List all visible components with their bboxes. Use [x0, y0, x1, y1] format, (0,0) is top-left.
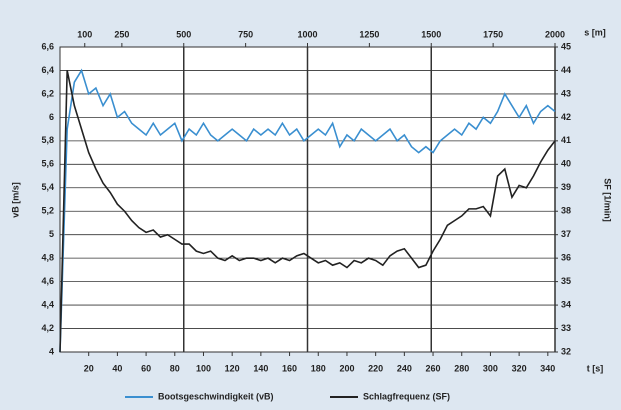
- x-axis-title: t [s]: [587, 363, 604, 373]
- legend-label: Bootsgeschwindigkeit (vB): [158, 391, 274, 401]
- x2-tick-label: 2000: [545, 29, 565, 39]
- y-axis-title: vB [m/s]: [10, 182, 20, 218]
- x-tick-label: 320: [512, 363, 527, 373]
- x-tick-label: 200: [339, 363, 354, 373]
- x-tick-label: 120: [225, 363, 240, 373]
- x-tick-label: 240: [397, 363, 412, 373]
- data-line: [59, 68, 556, 353]
- x2-tick-label: 750: [238, 29, 253, 39]
- x-tick-label: 180: [311, 363, 326, 373]
- x-tick-label: 100: [196, 363, 211, 373]
- y-tick-label: 6,2: [41, 88, 54, 98]
- x-tick-label: 60: [141, 363, 151, 373]
- x2-tick-label: 1750: [483, 29, 503, 39]
- x-tick-label: 80: [170, 363, 180, 373]
- x-tick-label: 280: [454, 363, 469, 373]
- y2-tick-label: 44: [561, 65, 571, 75]
- x2-axis-title: s [m]: [584, 27, 606, 37]
- x-tick-label: 220: [368, 363, 383, 373]
- x-tick-label: 160: [282, 363, 297, 373]
- y2-tick-label: 39: [561, 182, 571, 192]
- legend-label: Schlagfrequenz (SF): [363, 391, 450, 401]
- y2-tick-label: 38: [561, 206, 571, 216]
- y-tick-label: 5,4: [41, 182, 54, 192]
- y2-tick-label: 36: [561, 253, 571, 263]
- y2-tick-label: 43: [561, 88, 571, 98]
- y2-tick-label: 45: [561, 41, 571, 51]
- y-tick-label: 6,4: [41, 65, 54, 75]
- y2-tick-label: 41: [561, 135, 571, 145]
- y2-tick-label: 32: [561, 346, 571, 356]
- y-tick-label: 6,6: [41, 41, 54, 51]
- y-tick-label: 5,2: [41, 206, 54, 216]
- y-tick-label: 4,8: [41, 253, 54, 263]
- y2-tick-label: 40: [561, 159, 571, 169]
- x2-tick-label: 1500: [421, 29, 441, 39]
- y-tick-label: 4,2: [41, 323, 54, 333]
- x2-tick-label: 100: [77, 29, 92, 39]
- y2-tick-label: 34: [561, 299, 571, 309]
- y-tick-label: 6: [49, 112, 54, 122]
- x2-tick-label: 250: [114, 29, 129, 39]
- y2-tick-label: 37: [561, 229, 571, 239]
- x2-tick-label: 500: [176, 29, 191, 39]
- y2-tick-label: 33: [561, 323, 571, 333]
- y-tick-label: 4,6: [41, 276, 54, 286]
- y-tick-label: 4,4: [41, 299, 54, 309]
- x-tick-label: 140: [253, 363, 268, 373]
- x-tick-label: 260: [426, 363, 441, 373]
- x-tick-label: 340: [540, 363, 555, 373]
- x-tick-label: 300: [483, 363, 498, 373]
- y-tick-label: 5,8: [41, 135, 54, 145]
- x2-tick-label: 1000: [297, 29, 317, 39]
- x2-tick-label: 1250: [359, 29, 379, 39]
- y-tick-label: 5: [49, 229, 54, 239]
- data-line: [59, 70, 556, 353]
- y2-tick-label: 42: [561, 112, 571, 122]
- x-tick-label: 20: [84, 363, 94, 373]
- y-tick-label: 4: [49, 346, 54, 356]
- x-tick-label: 40: [112, 363, 122, 373]
- y2-tick-label: 35: [561, 276, 571, 286]
- y2-axis-title: SF [1/min]: [603, 178, 613, 222]
- y-tick-label: 5,6: [41, 159, 54, 169]
